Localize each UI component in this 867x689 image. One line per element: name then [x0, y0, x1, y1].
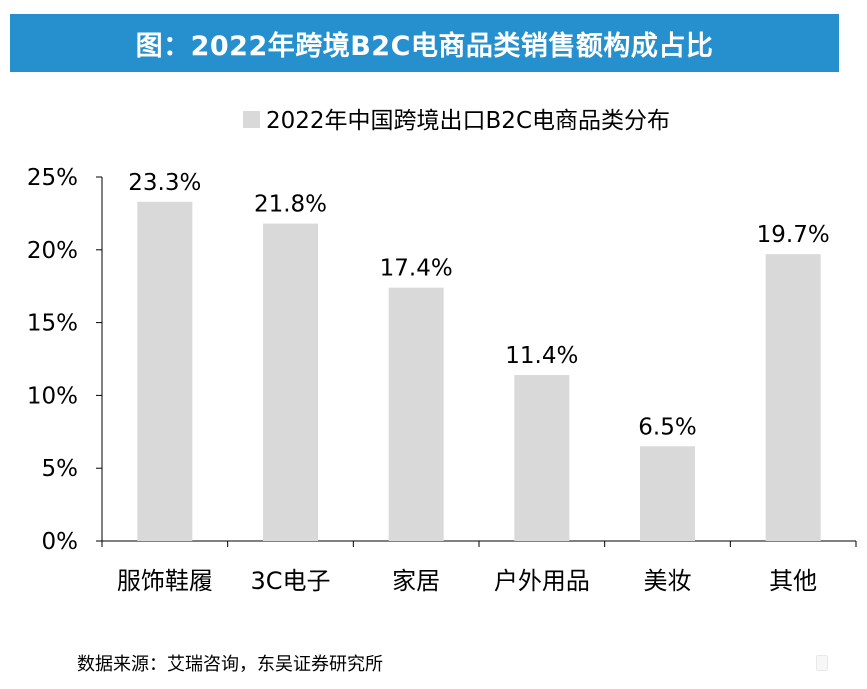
- y-tick-label: 5%: [42, 456, 79, 482]
- bar: [263, 223, 318, 542]
- data-label: 21.8%: [254, 192, 327, 218]
- y-tick-label: 25%: [27, 165, 78, 191]
- chart-title: 图：2022年跨境B2C电商品类销售额构成占比: [135, 30, 714, 62]
- data-label: 11.4%: [505, 343, 578, 369]
- y-tick-label: 20%: [27, 238, 78, 264]
- corner-mark: [816, 655, 828, 671]
- bar: [640, 446, 695, 541]
- y-tick-label: 0%: [42, 529, 79, 555]
- y-tick-label: 10%: [27, 383, 78, 409]
- chart-title-banner: 图：2022年跨境B2C电商品类销售额构成占比: [10, 14, 839, 72]
- data-label: 23.3%: [128, 170, 201, 196]
- legend-label: 2022年中国跨境出口B2C电商品类分布: [266, 108, 670, 134]
- x-tick-label: 3C电子: [250, 567, 330, 595]
- data-label: 6.5%: [638, 414, 696, 440]
- x-tick-label: 户外用品: [494, 567, 590, 595]
- bar: [388, 287, 444, 541]
- legend-swatch: [243, 111, 260, 128]
- x-tick-label: 其他: [769, 567, 817, 595]
- x-tick-label: 服饰鞋履: [117, 567, 213, 595]
- data-label: 19.7%: [757, 222, 830, 248]
- y-tick-label: 15%: [27, 311, 78, 337]
- bar: [765, 254, 821, 541]
- bar: [514, 375, 570, 541]
- x-tick-label: 美妆: [644, 567, 692, 595]
- source-note: 数据来源：艾瑞咨询，东吴证券研究所: [77, 654, 383, 675]
- x-tick-label: 家居: [392, 567, 440, 595]
- bar: [137, 201, 193, 541]
- data-label: 17.4%: [380, 256, 453, 282]
